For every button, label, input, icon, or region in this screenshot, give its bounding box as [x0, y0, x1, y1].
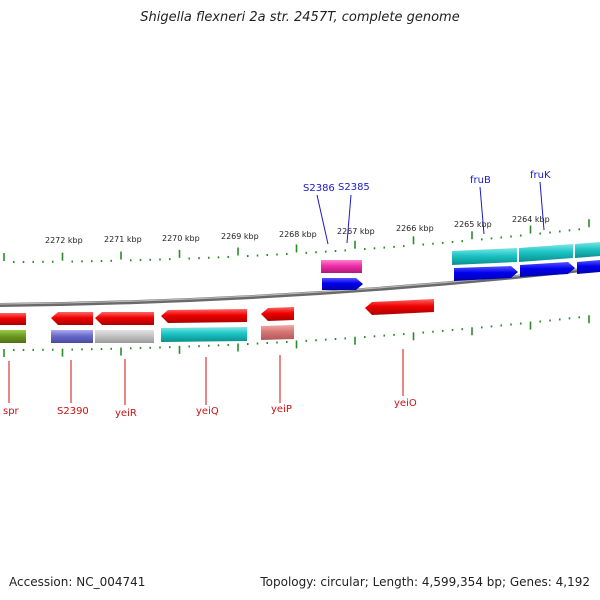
gene-leader-lines [8, 181, 545, 405]
gene-label-yeiR[interactable]: yeiR [115, 408, 137, 419]
gene-label-yeiO[interactable]: yeiO [394, 398, 417, 409]
gene-fruB-feature[interactable] [454, 266, 518, 281]
gene-label-fruB[interactable]: fruB [470, 175, 491, 186]
gene-yeiR-feature-grey[interactable] [95, 330, 154, 343]
gene-s2386-feature[interactable] [321, 260, 362, 273]
accession-text: Accession: NC_004741 [9, 575, 146, 589]
scale-label: 2267 kbp [337, 227, 375, 236]
gene-yeiQ-feature[interactable] [161, 309, 247, 323]
gene-label-yeiP[interactable]: yeiP [271, 404, 292, 415]
gene-s2390-feature[interactable] [51, 312, 93, 325]
gene-spr-feature-olive[interactable] [0, 330, 26, 343]
gene-label-s2385[interactable]: S2385 [338, 182, 370, 193]
gene-yeiR-feature[interactable] [95, 312, 154, 325]
genome-summary-text: Topology: circular; Length: 4,599,354 bp… [260, 575, 590, 589]
gene-s2390-feature-purple[interactable] [51, 330, 93, 343]
gene-yeiQ-feature-cyan[interactable] [161, 327, 247, 342]
scale-label: 2268 kbp [279, 230, 317, 239]
scale-label: 2265 kbp [454, 220, 492, 229]
scale-label: 2272 kbp [45, 236, 83, 245]
reverse-strand-genes [0, 299, 434, 343]
genome-backbone [0, 266, 600, 307]
gene-label-s2390[interactable]: S2390 [57, 406, 89, 417]
scale-label: 2266 kbp [396, 224, 434, 233]
gene-label-spr[interactable]: spr [3, 406, 20, 417]
scale-label: 2271 kbp [104, 235, 142, 244]
gene-yeiP-feature[interactable] [261, 307, 294, 321]
gene-label-s2386[interactable]: S2386 [303, 183, 335, 194]
gene-label-yeiQ[interactable]: yeiQ [196, 406, 219, 417]
top-gene-labels: S2386 S2385 fruB fruK [303, 170, 551, 194]
gene-fruB-feature-cyan[interactable] [452, 248, 517, 265]
genome-title: Shigella flexneri 2a str. 2457T, complet… [140, 10, 460, 25]
scale-label: 2270 kbp [162, 234, 200, 243]
inner-scale-ticks [3, 315, 590, 357]
scale-labels: 2272 kbp 2271 kbp 2270 kbp 2269 kbp 2268… [45, 215, 550, 245]
gene-fruK-feature[interactable] [520, 262, 575, 277]
gene-yeiO-feature[interactable] [365, 299, 434, 315]
gene-spr-feature[interactable] [0, 313, 26, 325]
scale-label: 2269 kbp [221, 232, 259, 241]
forward-strand-genes [321, 242, 600, 290]
gene-s2385-feature[interactable] [322, 278, 363, 290]
gene-fruA-feature-cyan[interactable] [575, 242, 600, 258]
gene-fruK-feature-cyan[interactable] [519, 244, 573, 262]
gene-label-fruK[interactable]: fruK [530, 170, 551, 181]
gene-fruA-feature[interactable] [577, 260, 600, 274]
scale-label: 2264 kbp [512, 215, 550, 224]
gene-yeiP-feature-pink[interactable] [261, 325, 294, 340]
bottom-gene-labels: spr S2390 yeiR yeiQ yeiP yeiO [3, 398, 417, 419]
outer-scale-ticks [3, 219, 590, 263]
